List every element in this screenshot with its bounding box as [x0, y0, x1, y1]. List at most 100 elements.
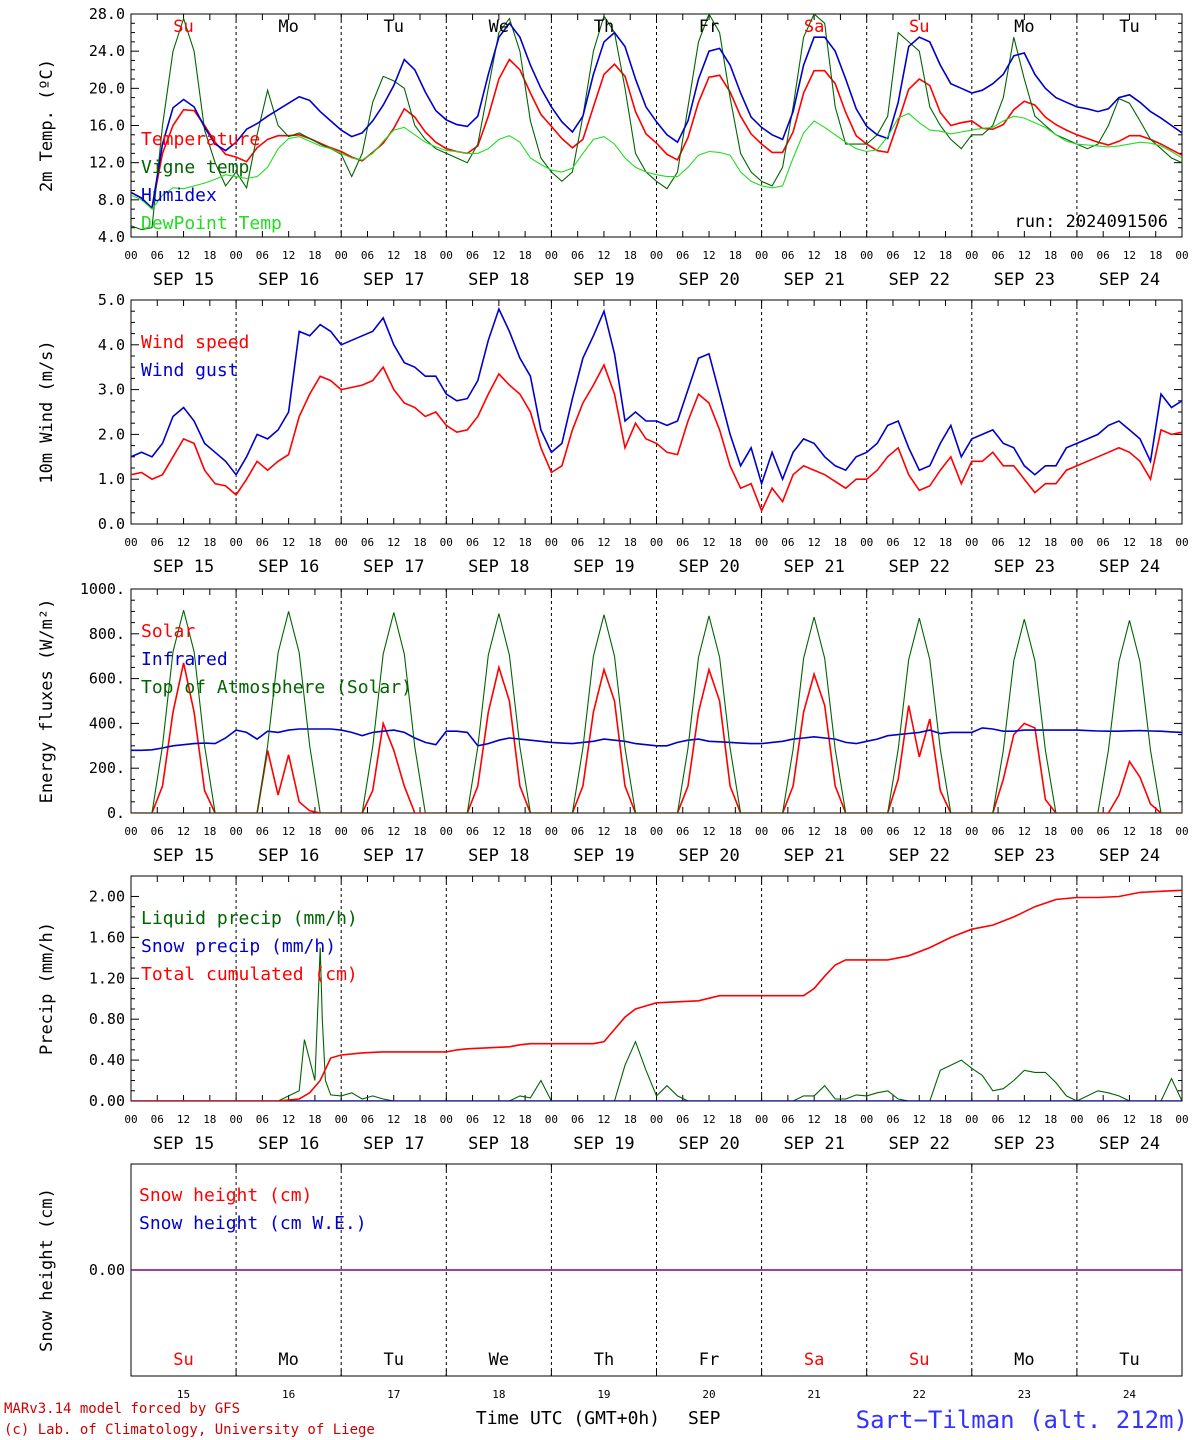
day-label: Th — [594, 1350, 614, 1370]
y-axis-label: 10m Wind (m/s) — [37, 340, 57, 483]
hour-label: 18 — [413, 249, 426, 262]
day-label: Tu — [1119, 1350, 1139, 1370]
y-tick-label: 8.0 — [98, 191, 125, 209]
series-group — [131, 610, 1182, 813]
legend-item: Wind gust — [141, 360, 239, 381]
hour-label: 06 — [991, 825, 1004, 838]
hour-label: 00 — [1175, 1113, 1188, 1126]
hour-label: 00 — [965, 825, 978, 838]
hour-label: 12 — [282, 249, 295, 262]
hour-label: 18 — [413, 536, 426, 549]
hour-label: 12 — [1018, 1113, 1031, 1126]
hour-label: 00 — [335, 249, 348, 262]
date-label: SEP 15 — [153, 270, 214, 290]
date-label: SEP 20 — [678, 1134, 739, 1154]
hour-label: 12 — [702, 249, 715, 262]
y-tick-label: 4.0 — [98, 228, 125, 246]
series-line-infrared — [131, 727, 1182, 752]
footer: MARv3.14 model forced by GFS (c) Lab. of … — [4, 1401, 1188, 1438]
hour-label: 06 — [466, 825, 479, 838]
date-label: SEP 23 — [994, 1134, 1055, 1154]
hour-label: 06 — [781, 536, 794, 549]
hour-label: 00 — [1175, 249, 1188, 262]
hour-label: 06 — [361, 249, 374, 262]
hour-label: 00 — [545, 825, 558, 838]
hour-label: 00 — [860, 536, 873, 549]
hour-label: 06 — [676, 1113, 689, 1126]
date-label: SEP 21 — [783, 846, 844, 866]
hour-label: 12 — [702, 825, 715, 838]
hour-label: 06 — [466, 536, 479, 549]
panel-snow: 0.00 Snow height (cm) Snow height (cm) Snow… — [37, 1163, 1183, 1401]
day-label: Mo — [1014, 17, 1034, 37]
y-tick-label: 12.0 — [89, 154, 125, 172]
hour-label: 00 — [229, 249, 242, 262]
y-tick-label: 16.0 — [89, 117, 125, 135]
date-number-label: 15 — [177, 1388, 190, 1401]
hour-label: 12 — [492, 536, 505, 549]
hour-label: 00 — [124, 1113, 137, 1126]
date-label: SEP 24 — [1099, 557, 1160, 577]
hour-label: 18 — [939, 825, 952, 838]
hour-label: 00 — [755, 825, 768, 838]
hour-label: 06 — [256, 249, 269, 262]
series-line-wind-speed — [131, 363, 1182, 513]
hour-label: 18 — [624, 249, 637, 262]
hour-label: 18 — [1044, 536, 1057, 549]
hour-label: 12 — [808, 536, 821, 549]
date-label: SEP 16 — [258, 557, 319, 577]
hour-label: 06 — [151, 1113, 164, 1126]
y-tick-label: 800. — [89, 625, 125, 643]
hour-label: 12 — [492, 249, 505, 262]
legend-item: Liquid precip (mm/h) — [141, 908, 358, 929]
date-label: SEP 24 — [1099, 846, 1160, 866]
date-label: SEP 17 — [363, 1134, 424, 1154]
date-label: SEP 22 — [889, 846, 950, 866]
hour-label: 06 — [781, 1113, 794, 1126]
hour-label: 00 — [545, 249, 558, 262]
hour-label: 12 — [177, 249, 190, 262]
series-group — [131, 889, 1182, 1101]
hour-label: 12 — [913, 536, 926, 549]
hour-label: 12 — [913, 249, 926, 262]
y-axis-label: Energy fluxes (W/m²) — [37, 599, 57, 804]
hour-label: 00 — [860, 249, 873, 262]
day-label: Sa — [804, 1350, 824, 1370]
day-label: Fr — [699, 1350, 719, 1370]
hour-label: 18 — [834, 536, 847, 549]
day-label: Mo — [278, 1350, 298, 1370]
hour-label: 18 — [729, 1113, 742, 1126]
hour-label: 12 — [492, 1113, 505, 1126]
date-label: SEP 22 — [889, 1134, 950, 1154]
hour-label: 12 — [492, 825, 505, 838]
hour-label: 06 — [571, 825, 584, 838]
hour-label: 06 — [886, 1113, 899, 1126]
y-tick-label: 0.40 — [89, 1051, 125, 1069]
date-number-label: 23 — [1018, 1388, 1031, 1401]
hour-label: 00 — [650, 1113, 663, 1126]
hour-label: 00 — [229, 825, 242, 838]
date-number-label: 22 — [913, 1388, 926, 1401]
plot-frame — [130, 13, 1183, 238]
hour-label: 12 — [387, 1113, 400, 1126]
hour-label: 18 — [729, 536, 742, 549]
hour-label: 00 — [229, 536, 242, 549]
hour-label: 00 — [1175, 536, 1188, 549]
hour-label: 12 — [702, 1113, 715, 1126]
legend-item: Infrared — [141, 649, 228, 670]
legend-item: Top of Atmosphere (Solar) — [141, 677, 412, 698]
y-tick-label: 0. — [107, 804, 125, 822]
hour-label: 00 — [124, 536, 137, 549]
y-tick-label: 3.0 — [98, 381, 125, 399]
hour-label: 12 — [1123, 249, 1136, 262]
run-label: run: 2024091506 — [1014, 212, 1168, 232]
hour-label: 12 — [177, 536, 190, 549]
hour-label: 06 — [886, 825, 899, 838]
hour-label: 12 — [387, 249, 400, 262]
hour-label: 18 — [729, 249, 742, 262]
hour-label: 12 — [913, 1113, 926, 1126]
hour-label: 18 — [308, 249, 321, 262]
y-tick-label: 0.00 — [89, 1261, 125, 1279]
